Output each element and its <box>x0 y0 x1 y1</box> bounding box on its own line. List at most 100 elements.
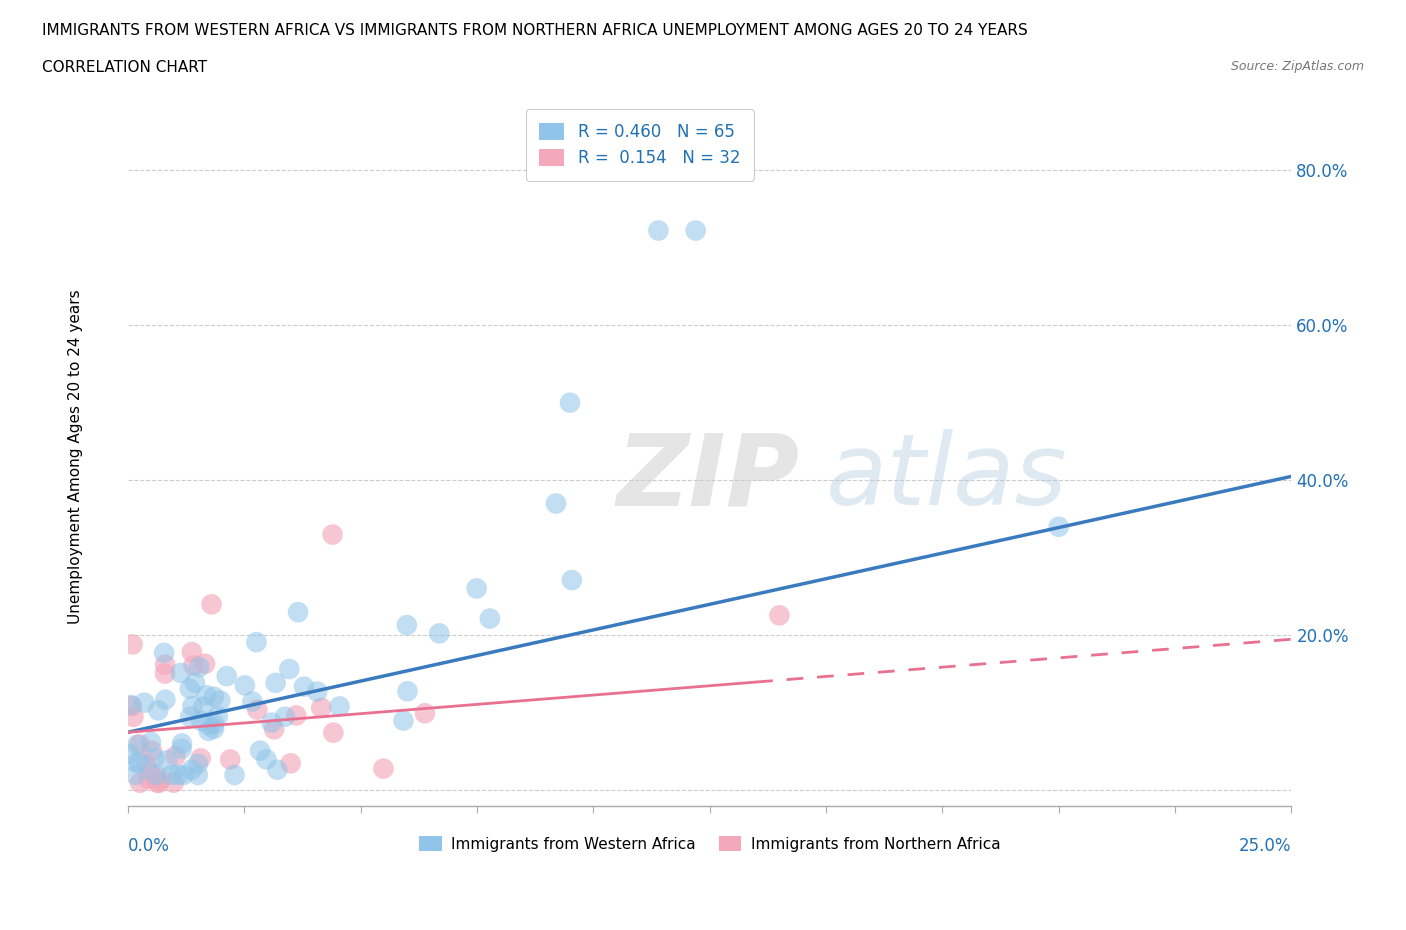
Point <box>141 743 163 758</box>
Point <box>193 699 215 714</box>
Point <box>1047 519 1070 534</box>
Point <box>285 708 308 723</box>
Point <box>219 752 242 767</box>
Point <box>163 776 186 790</box>
Point <box>183 658 205 672</box>
Point <box>544 496 567 511</box>
Point <box>148 776 170 790</box>
Point <box>465 581 488 596</box>
Point <box>165 749 187 764</box>
Point <box>139 735 162 750</box>
Text: IMMIGRANTS FROM WESTERN AFRICA VS IMMIGRANTS FROM NORTHERN AFRICA UNEMPLOYMENT A: IMMIGRANTS FROM WESTERN AFRICA VS IMMIGR… <box>42 23 1028 38</box>
Point <box>136 771 159 786</box>
Point <box>647 223 669 238</box>
Point <box>245 634 267 649</box>
Point <box>197 724 219 738</box>
Point <box>195 688 218 703</box>
Point <box>307 684 329 699</box>
Point <box>153 658 176 672</box>
Point <box>148 703 170 718</box>
Point <box>135 757 157 772</box>
Point <box>125 755 148 770</box>
Point <box>280 756 302 771</box>
Point <box>190 713 212 728</box>
Point <box>263 722 285 737</box>
Point <box>145 767 167 782</box>
Point <box>558 395 581 410</box>
Point <box>170 736 193 751</box>
Point <box>373 761 395 776</box>
Point <box>180 763 202 777</box>
Point <box>200 597 222 612</box>
Point <box>120 698 142 712</box>
Point <box>254 752 277 767</box>
Point <box>287 604 309 619</box>
Point <box>249 743 271 758</box>
Point <box>153 666 176 681</box>
Point <box>121 698 143 713</box>
Point <box>266 763 288 777</box>
Point <box>207 709 229 724</box>
Point <box>190 751 212 765</box>
Point <box>392 713 415 728</box>
Point <box>128 737 150 751</box>
Point <box>155 692 177 707</box>
Point <box>134 696 156 711</box>
Point <box>146 776 169 790</box>
Point <box>121 637 143 652</box>
Point <box>264 675 287 690</box>
Point <box>125 737 148 752</box>
Point <box>202 722 225 737</box>
Point <box>181 698 204 713</box>
Text: CORRELATION CHART: CORRELATION CHART <box>42 60 207 75</box>
Point <box>170 666 193 681</box>
Point <box>120 747 142 762</box>
Text: 25.0%: 25.0% <box>1239 837 1292 856</box>
Point <box>478 611 501 626</box>
Text: Source: ZipAtlas.com: Source: ZipAtlas.com <box>1230 60 1364 73</box>
Point <box>685 223 707 238</box>
Point <box>188 659 211 674</box>
Point <box>160 767 183 782</box>
Point <box>427 626 450 641</box>
Point <box>170 741 193 756</box>
Point <box>173 767 195 782</box>
Point <box>278 661 301 676</box>
Point <box>197 718 219 733</box>
Point <box>395 618 418 632</box>
Point <box>215 669 238 684</box>
Point <box>194 657 217 671</box>
Point <box>156 752 179 767</box>
Point <box>153 645 176 660</box>
Point <box>139 765 162 780</box>
Point <box>128 755 150 770</box>
Point <box>224 767 246 782</box>
Point <box>180 644 202 659</box>
Point <box>202 717 225 732</box>
Point <box>309 700 332 715</box>
Point <box>322 527 344 542</box>
Point <box>187 767 209 782</box>
Text: atlas: atlas <box>825 430 1067 526</box>
Point <box>179 682 201 697</box>
Point <box>209 693 232 708</box>
Point <box>246 702 269 717</box>
Point <box>233 678 256 693</box>
Point <box>202 689 225 704</box>
Point <box>768 608 790 623</box>
Point <box>125 767 148 782</box>
Point <box>292 679 315 694</box>
Point <box>143 751 166 765</box>
Text: ZIP: ZIP <box>616 430 800 526</box>
Point <box>328 699 350 714</box>
Point <box>122 710 145 724</box>
Point <box>274 710 297 724</box>
Text: 0.0%: 0.0% <box>128 837 170 856</box>
Point <box>242 694 264 709</box>
Point <box>149 771 172 786</box>
Point <box>129 776 152 790</box>
Point <box>322 725 344 740</box>
Legend: Immigrants from Western Africa, Immigrants from Northern Africa: Immigrants from Western Africa, Immigran… <box>413 830 1007 857</box>
Point <box>413 706 436 721</box>
Point <box>396 684 419 698</box>
